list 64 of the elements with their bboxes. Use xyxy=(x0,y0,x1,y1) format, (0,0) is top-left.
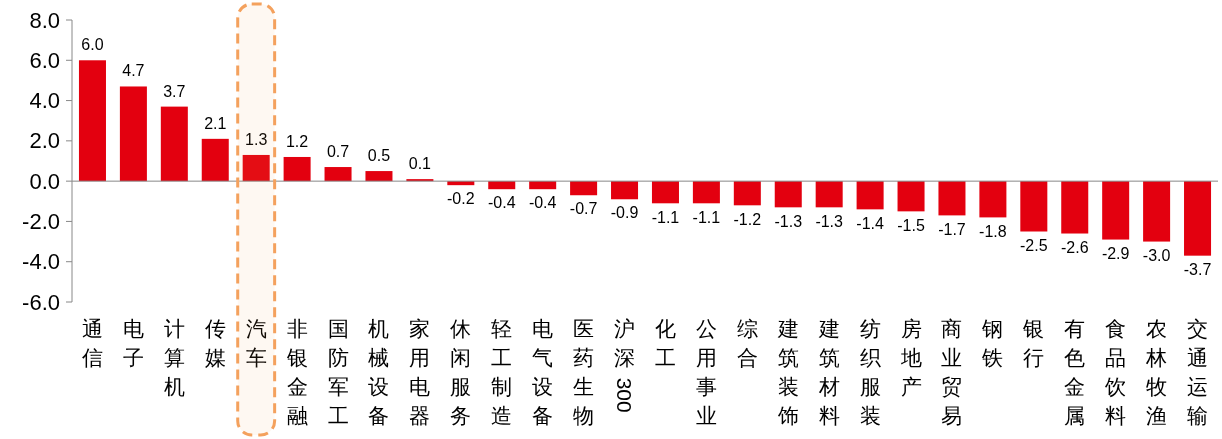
y-tick-label: 4.0 xyxy=(29,88,60,114)
x-tick-label: 商业贸易 xyxy=(941,317,963,428)
x-tick-label: 钢铁 xyxy=(982,317,1004,370)
x-tick-label: 沪深300 xyxy=(613,317,637,413)
data-label: -0.9 xyxy=(610,204,639,222)
data-label: -1.4 xyxy=(856,214,884,232)
x-tick-label: 机械设备 xyxy=(368,317,390,428)
x-tick-label: 化工 xyxy=(654,317,676,370)
x-tick-label: 综合 xyxy=(736,317,758,370)
x-tick-label: 通信 xyxy=(81,317,103,370)
data-label: -0.2 xyxy=(447,190,475,208)
y-tick-label: -6.0 xyxy=(22,289,60,315)
y-tick-label: 0.0 xyxy=(29,168,60,194)
data-label: 1.2 xyxy=(285,132,309,150)
y-tick-label: 6.0 xyxy=(29,47,60,73)
data-label: -1.1 xyxy=(651,208,680,226)
data-label: -1.2 xyxy=(733,210,762,228)
x-tick-label: 建筑装饰 xyxy=(777,317,799,428)
x-tick-label: 交通运输 xyxy=(1187,317,1209,428)
data-label: -2.5 xyxy=(1020,236,1048,254)
x-tick-label: 有色金属 xyxy=(1064,317,1086,428)
x-tick-label: 食品饮料 xyxy=(1105,317,1127,428)
data-label: -3.7 xyxy=(1183,260,1212,278)
data-label: 2.1 xyxy=(204,114,227,132)
x-tick-label: 农林牧渔 xyxy=(1146,317,1168,428)
x-tick-label: 公用事业 xyxy=(695,317,717,428)
data-label: -1.8 xyxy=(979,222,1007,240)
x-tick-label: 电气设备 xyxy=(532,317,554,428)
data-label: -3.0 xyxy=(1142,246,1171,264)
x-tick-label: 纺织服装 xyxy=(859,317,881,428)
data-label: -1.3 xyxy=(815,212,844,230)
x-tick-label: 银行 xyxy=(1023,317,1045,370)
x-tick-label: 计算机 xyxy=(163,317,185,399)
x-tick-label: 非银金融 xyxy=(286,317,308,428)
x-tick-label: 房地产 xyxy=(900,317,922,399)
y-tick-label: -2.0 xyxy=(22,208,60,234)
x-tick-label: 国防军工 xyxy=(327,317,349,428)
data-label: -0.4 xyxy=(487,194,516,212)
data-label: 3.7 xyxy=(163,82,186,100)
data-label: -1.5 xyxy=(897,216,925,234)
y-tick-label: 2.0 xyxy=(29,128,60,154)
x-tick-label: 汽车 xyxy=(245,317,267,370)
data-label: -0.4 xyxy=(528,194,557,212)
data-label: -1.1 xyxy=(692,208,721,226)
data-label: 6.0 xyxy=(81,36,104,54)
x-tick-label: 休闲服务 xyxy=(450,317,472,428)
data-label: -0.7 xyxy=(569,200,598,218)
data-label: 0.7 xyxy=(326,143,350,161)
y-tick-label: 8.0 xyxy=(29,7,60,33)
x-tick-label: 建筑材料 xyxy=(818,317,840,428)
data-label: 1.3 xyxy=(245,130,268,148)
data-label: -1.3 xyxy=(774,212,803,230)
data-label: -2.6 xyxy=(1060,238,1089,256)
x-tick-label: 传媒 xyxy=(204,317,226,370)
x-tick-label: 电子 xyxy=(122,317,144,370)
data-label: 0.1 xyxy=(408,155,432,173)
x-tick-label: 家用电器 xyxy=(409,317,431,428)
x-tick-label: 医药生物 xyxy=(573,317,595,428)
data-label: -1.7 xyxy=(938,220,966,238)
y-tick-label: -4.0 xyxy=(22,249,60,275)
data-label: -2.9 xyxy=(1101,244,1130,262)
x-tick-label: 轻工制造 xyxy=(491,317,513,428)
data-label: 4.7 xyxy=(122,62,145,80)
data-label: 0.5 xyxy=(367,147,391,165)
